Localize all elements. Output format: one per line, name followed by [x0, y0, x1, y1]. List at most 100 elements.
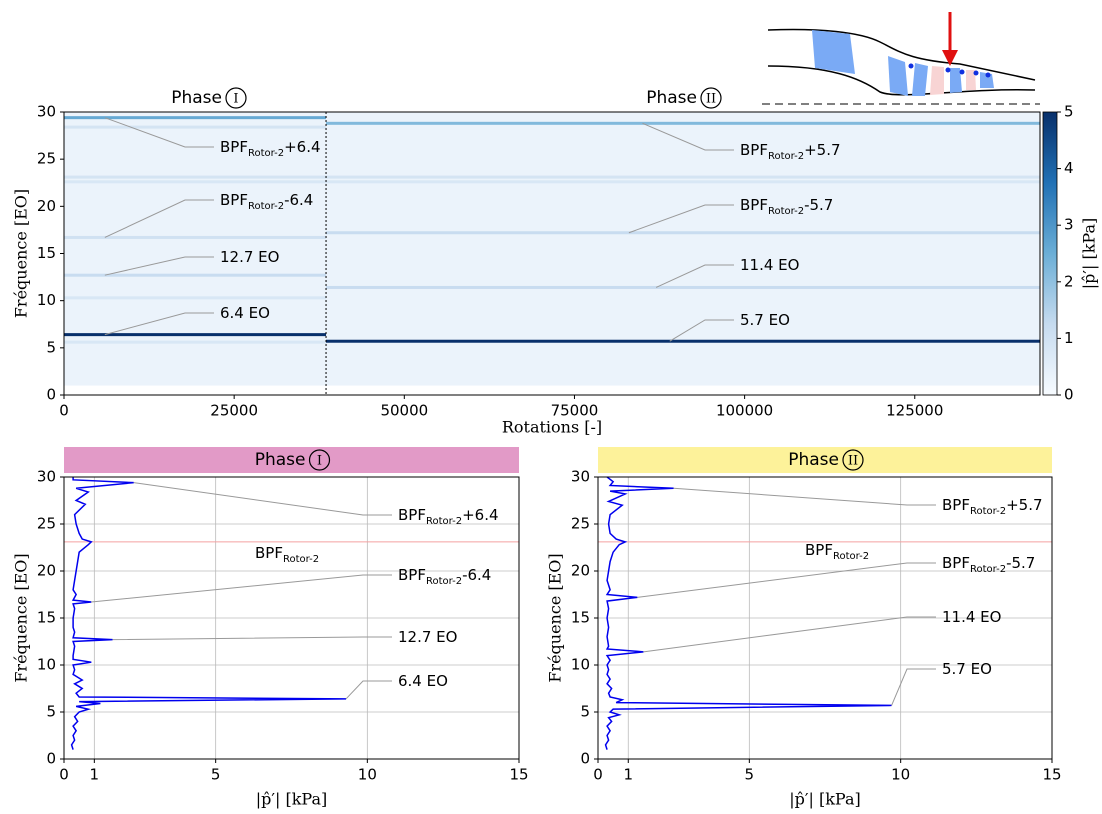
x-axis-label: |p̂′| [kPa] — [789, 790, 861, 809]
label-main: 5.7 EO — [942, 660, 992, 678]
title-bar — [598, 447, 1052, 473]
label-main: 11.4 EO — [942, 608, 1001, 626]
title-bar — [64, 447, 519, 473]
x-tick-label: 0 — [59, 402, 69, 420]
heatmap-band — [64, 175, 327, 179]
y-tick-label: 25 — [571, 515, 590, 533]
annotation-label: BPFRotor-2-5.7 — [942, 554, 1035, 576]
label-main: BPF — [740, 141, 768, 159]
y-tick-label: 25 — [37, 150, 56, 168]
leader-line — [637, 562, 936, 598]
y-tick-label: 15 — [37, 244, 56, 262]
y-tick-label: 30 — [571, 468, 590, 486]
annotation-label: BPFRotor-2+5.7 — [740, 141, 841, 163]
phase-label: Phase — [788, 450, 839, 470]
leader-line — [643, 616, 936, 653]
phase-circle — [700, 87, 722, 109]
label-main: BPF — [255, 544, 283, 562]
label-main: 5.7 EO — [740, 311, 790, 329]
label-sub: Rotor-2 — [248, 148, 284, 159]
y-tick-label: 20 — [571, 562, 590, 580]
y-tick-label: 20 — [37, 562, 56, 580]
heatmap-band — [326, 339, 1040, 343]
heatmap-band — [326, 231, 1040, 235]
annotation-label: BPFRotor-2+6.4 — [398, 506, 499, 528]
heatmap-band — [326, 180, 1040, 184]
y-tick-label: 10 — [571, 656, 590, 674]
label-suffix: -5.7 — [1006, 554, 1035, 572]
phase-circle — [308, 449, 331, 471]
x-tick-label: 50000 — [380, 402, 428, 420]
x-tick-label: 100000 — [716, 402, 773, 420]
spectrum-line — [604, 476, 892, 750]
x-tick-label: 75000 — [551, 402, 599, 420]
leader-line — [628, 204, 734, 234]
x-tick-label: 125000 — [886, 402, 943, 420]
annotation-label: BPFRotor-2 — [805, 541, 869, 563]
plot-frame — [63, 476, 520, 760]
label-main: BPF — [740, 196, 768, 214]
y-axis-label: Fréquence [EO] — [12, 189, 31, 318]
y-tick-label: 15 — [571, 609, 590, 627]
annotation-label: 6.4 EO — [398, 672, 448, 690]
annotation-label: 6.4 EO — [220, 304, 270, 322]
x-axis-label: |p̂′| [kPa] — [256, 790, 328, 809]
phase-numeral: I — [317, 454, 322, 469]
colorbar-tick-label: 2 — [1064, 272, 1074, 290]
leader-line — [655, 264, 734, 288]
heatmap-band — [64, 116, 327, 120]
heatmap-band — [64, 296, 327, 300]
heatmap-band — [326, 285, 1040, 289]
y-tick-label: 5 — [46, 338, 56, 356]
colorbar-tick-label: 4 — [1064, 159, 1074, 177]
leader-line — [669, 319, 734, 342]
colorbar-tick-label: 0 — [1064, 386, 1074, 404]
label-sub: Rotor-2 — [970, 564, 1006, 575]
label-main: BPF — [398, 566, 426, 584]
annotation-label: 11.4 EO — [942, 608, 1001, 626]
phase-label: Phase — [171, 88, 222, 108]
leader-line — [91, 574, 392, 603]
label-sub: Rotor-2 — [426, 576, 462, 587]
y-tick-label: 10 — [37, 656, 56, 674]
leader-line — [642, 122, 734, 151]
label-main: BPF — [805, 541, 833, 559]
schematic — [762, 12, 1040, 105]
leader-line — [112, 636, 392, 641]
phase-label: Phase — [255, 450, 306, 470]
label-sub: Rotor-2 — [248, 201, 284, 212]
leader-line — [133, 482, 392, 516]
heatmap-band — [64, 333, 327, 337]
annotation-label: 5.7 EO — [740, 311, 790, 329]
annotation-label: BPFRotor-2-6.4 — [220, 191, 313, 213]
phase-circle — [225, 87, 247, 109]
label-suffix: +5.7 — [1006, 496, 1042, 514]
label-sub: Rotor-2 — [426, 516, 462, 527]
colorbar-tick-label: 5 — [1064, 103, 1074, 121]
leader-line — [104, 199, 214, 238]
x-tick-label: 10 — [891, 766, 910, 784]
y-tick-label: 5 — [580, 703, 590, 721]
leader-line — [104, 312, 214, 336]
label-suffix: -5.7 — [804, 196, 833, 214]
x-tick-label: 0 — [59, 766, 69, 784]
label-main: 12.7 EO — [220, 248, 279, 266]
colorbar — [1042, 111, 1058, 396]
annotation-label: BPFRotor-2+5.7 — [942, 496, 1043, 518]
y-tick-label: 0 — [46, 386, 56, 404]
label-main: 6.4 EO — [220, 304, 270, 322]
heatmap-band — [64, 340, 327, 344]
label-sub: Rotor-2 — [768, 151, 804, 162]
x-tick-label: 15 — [1042, 766, 1061, 784]
phase-numeral: II — [848, 454, 858, 469]
heatmap-field — [64, 112, 1040, 386]
label-main: 12.7 EO — [398, 628, 457, 646]
leader-line — [891, 668, 936, 706]
label-suffix: -6.4 — [462, 566, 491, 584]
x-tick-label: 25000 — [210, 402, 258, 420]
y-tick-label: 5 — [46, 703, 56, 721]
label-main: BPF — [398, 506, 426, 524]
annotation-label: BPFRotor-2 — [255, 544, 319, 566]
spectrum-line — [70, 477, 347, 750]
